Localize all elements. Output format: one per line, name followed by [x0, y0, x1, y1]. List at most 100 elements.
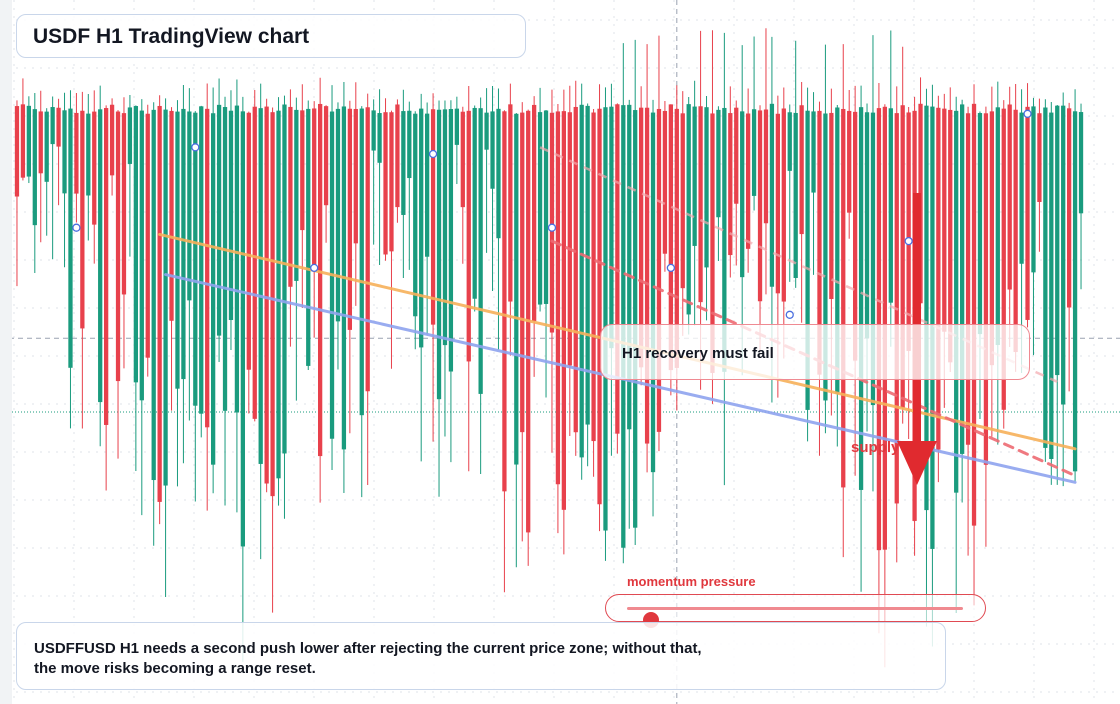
candle	[680, 91, 685, 336]
candle-body	[864, 112, 870, 339]
candle-body	[389, 112, 394, 252]
candle-body	[502, 111, 507, 492]
candle	[115, 110, 121, 459]
candle	[210, 87, 216, 494]
candle	[1031, 97, 1036, 356]
momentum-slider[interactable]	[605, 594, 986, 628]
candle-body	[906, 112, 911, 351]
candle-body	[121, 113, 127, 295]
signal-marker[interactable]	[191, 143, 200, 152]
candle	[365, 93, 370, 485]
candle-body	[216, 104, 222, 336]
candle-body	[1031, 106, 1036, 273]
candle-body	[50, 107, 55, 145]
candle-body	[448, 109, 454, 372]
candle-body	[270, 112, 275, 497]
candle	[508, 83, 513, 356]
candle-body	[579, 104, 584, 458]
candle-body	[323, 106, 329, 206]
candle	[549, 89, 555, 453]
candle-body	[924, 105, 929, 511]
candle-body	[371, 110, 376, 151]
candle-body	[644, 107, 650, 444]
candle	[92, 90, 97, 264]
candle	[395, 99, 400, 223]
momentum-label: momentum pressure	[627, 574, 756, 589]
candle	[734, 100, 739, 266]
candle	[98, 85, 103, 447]
candle-body	[484, 112, 489, 150]
candle	[312, 101, 317, 338]
candle-body	[561, 111, 567, 510]
candle	[1061, 92, 1066, 487]
candle-body	[543, 110, 549, 304]
candle	[353, 82, 358, 306]
signal-marker[interactable]	[72, 223, 81, 232]
candle-body	[353, 108, 358, 244]
candle-body	[1055, 105, 1060, 376]
candle	[591, 108, 596, 477]
candle-body	[722, 107, 727, 372]
candle	[199, 105, 204, 438]
candle-body	[115, 111, 121, 382]
signal-marker[interactable]	[310, 263, 319, 273]
candle-body	[799, 105, 804, 235]
candle	[478, 97, 483, 474]
candle	[371, 99, 376, 245]
candle-body	[1037, 113, 1042, 202]
candle-body	[829, 112, 834, 300]
candle-body	[549, 112, 555, 333]
signal-marker[interactable]	[785, 310, 794, 319]
candle	[835, 105, 840, 447]
candle-body	[199, 106, 204, 414]
signal-marker[interactable]	[547, 223, 557, 232]
candle-body	[312, 108, 317, 270]
candle	[205, 83, 210, 511]
candle	[121, 97, 127, 369]
candle-body	[900, 105, 905, 408]
signal-marker[interactable]	[904, 236, 913, 246]
candle	[169, 107, 174, 411]
candle-body	[662, 110, 668, 254]
candle-body	[841, 108, 846, 488]
candle	[484, 88, 489, 253]
candle	[419, 93, 424, 462]
candle-body	[555, 111, 561, 485]
candle	[389, 110, 394, 369]
candle-body	[169, 110, 174, 321]
candle	[193, 111, 198, 502]
candle	[20, 78, 26, 181]
candle-body	[823, 113, 828, 401]
candle-body	[490, 111, 495, 189]
candle	[763, 28, 769, 295]
candle	[1013, 84, 1018, 372]
candle	[460, 106, 465, 264]
candle-body	[734, 107, 739, 204]
signal-marker[interactable]	[428, 149, 438, 159]
candle	[32, 92, 37, 273]
candle-body	[205, 108, 210, 428]
candle	[959, 99, 965, 503]
candle-body	[858, 107, 864, 490]
candle-body	[181, 108, 186, 380]
candle-body	[395, 104, 400, 208]
candle	[270, 107, 275, 613]
candle-body	[650, 112, 656, 473]
candle-body	[300, 110, 305, 231]
candle	[656, 35, 662, 452]
candle-body	[442, 109, 448, 346]
candle	[799, 82, 804, 323]
candle	[627, 99, 632, 529]
candle-body	[989, 111, 995, 366]
candle-body	[728, 113, 733, 256]
candle	[1043, 99, 1048, 462]
candle	[1072, 89, 1078, 482]
signal-marker[interactable]	[1023, 109, 1032, 118]
candle	[80, 91, 85, 429]
candle	[359, 106, 364, 498]
signal-marker[interactable]	[666, 263, 676, 273]
candle-body	[852, 111, 858, 361]
candle	[531, 96, 537, 377]
candle-body	[942, 108, 947, 332]
